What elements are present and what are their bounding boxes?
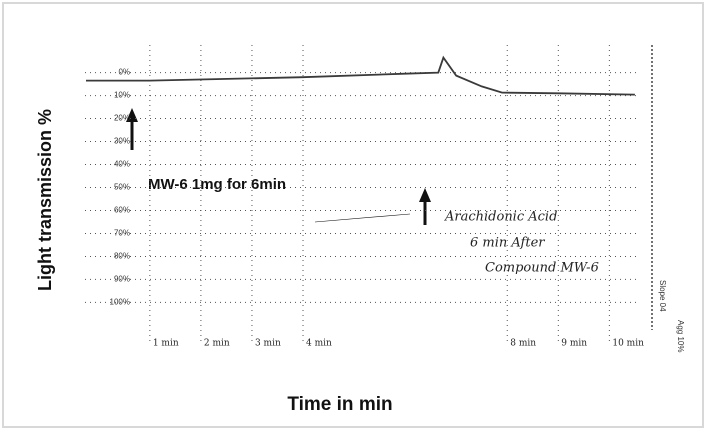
y-tick-label: 20% xyxy=(114,114,130,123)
x-tick-label: 4 min xyxy=(306,339,332,349)
x-tick-label: 8 min xyxy=(510,339,536,349)
y-tick-label: 70% xyxy=(114,229,130,238)
y-tick-label: 10% xyxy=(114,91,130,100)
annotation: Arachidonic Acid xyxy=(444,210,557,225)
y-tick-label: 50% xyxy=(114,183,130,192)
annotation: Agg 10% xyxy=(676,320,685,352)
x-tick-label: 1 min xyxy=(153,339,179,349)
y-axis-label: Light transmission % xyxy=(35,109,55,291)
y-tick-label: 80% xyxy=(114,252,130,261)
y-tick-label: 60% xyxy=(114,206,130,215)
y-tick-label: 100% xyxy=(110,298,130,307)
x-axis-label: Time in min xyxy=(287,394,392,415)
x-tick-label: 3 min xyxy=(255,339,281,349)
annotation: 6 min After xyxy=(470,236,545,251)
annotation: MW-6 1mg for 6min xyxy=(148,176,286,193)
arrow-head xyxy=(419,188,431,202)
trace-line xyxy=(86,55,635,96)
x-tick-label: 9 min xyxy=(561,339,587,349)
y-tick-label: 30% xyxy=(114,137,130,146)
y-tick-label: 0% xyxy=(118,68,130,77)
frame xyxy=(2,2,704,428)
y-tick-label: 90% xyxy=(114,275,130,284)
x-tick-label: 10 min xyxy=(612,339,644,349)
annotation: Slope 04 xyxy=(658,280,667,312)
annotation: Compound MW-6 xyxy=(485,261,599,276)
pen-line xyxy=(314,213,411,223)
y-tick-label: 40% xyxy=(114,160,130,169)
x-tick-label: 2 min xyxy=(204,339,230,349)
